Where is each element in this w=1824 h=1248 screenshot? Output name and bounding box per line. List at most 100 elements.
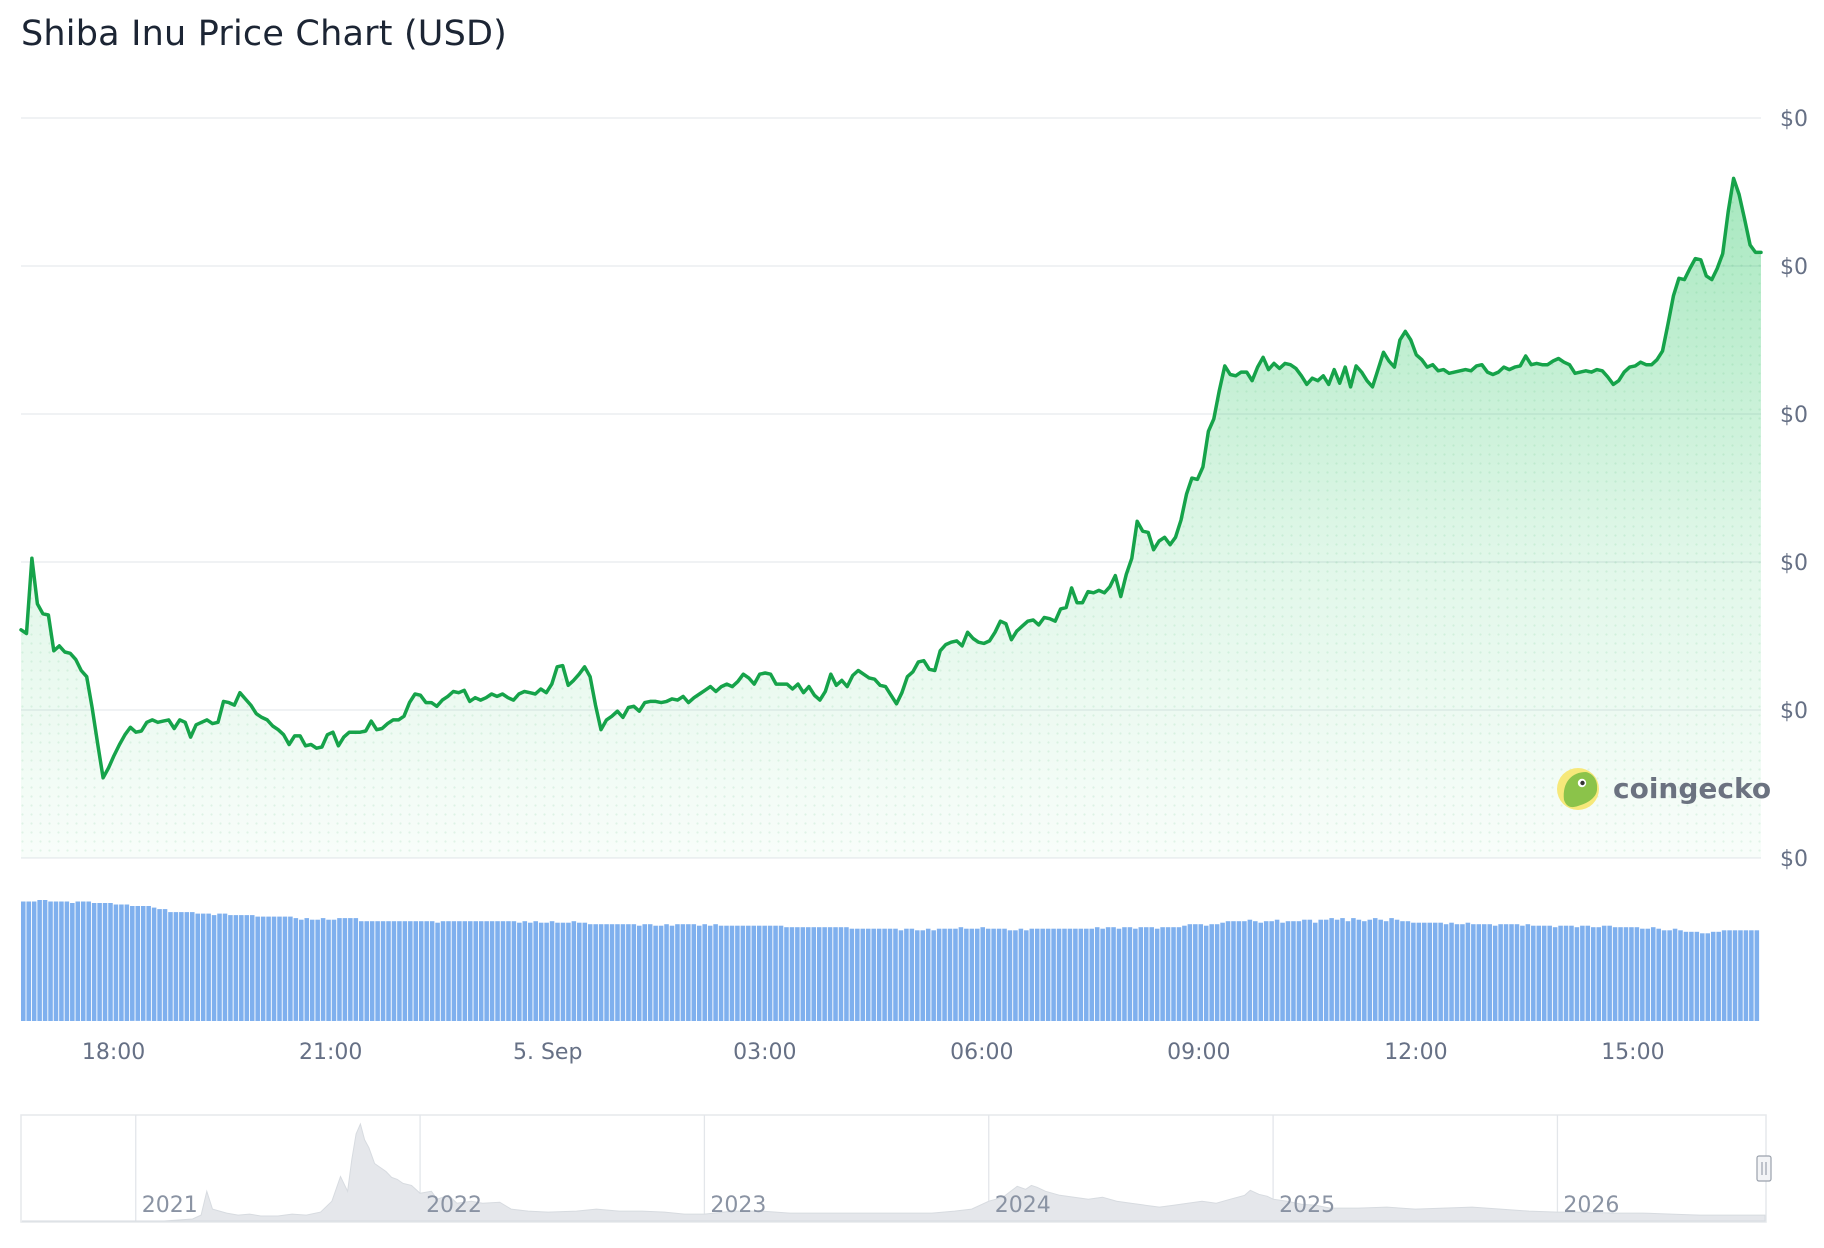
volume-bar — [386, 921, 391, 1021]
chart-title: Shiba Inu Price Chart (USD) — [21, 14, 508, 54]
volume-bar — [626, 924, 631, 1021]
volume-bar — [582, 922, 588, 1021]
volume-bar — [1498, 924, 1503, 1021]
volume-bar — [1465, 922, 1471, 1021]
price-line — [19, 176, 1763, 780]
volume-bar — [1078, 928, 1084, 1021]
volume-bar — [1351, 918, 1356, 1021]
volume-bar — [1143, 927, 1149, 1021]
volume-bar — [309, 919, 315, 1021]
volume-bar — [1100, 928, 1105, 1021]
volume-bar — [691, 924, 697, 1021]
volume-bar — [555, 922, 560, 1021]
volume-bar — [1203, 925, 1209, 1021]
volume-bar — [1443, 924, 1449, 1021]
volume-bar — [402, 921, 408, 1021]
volume-bar — [789, 927, 795, 1021]
volume-bar — [1127, 927, 1133, 1021]
volume-bar — [1345, 921, 1351, 1021]
volume-bar — [162, 909, 168, 1021]
volume-bar — [1661, 930, 1667, 1021]
volume-bar — [1073, 928, 1078, 1021]
volume-bar — [985, 928, 991, 1021]
volume-bar — [189, 912, 195, 1021]
volume-bar — [468, 921, 473, 1021]
volume-bar — [380, 921, 386, 1021]
volume-bar — [457, 921, 462, 1021]
volume-bar — [157, 909, 162, 1021]
volume-bar — [1258, 922, 1264, 1021]
x-tick-label: 03:00 — [733, 1040, 796, 1065]
volume-bar — [37, 900, 42, 1021]
navigator-handle[interactable] — [1756, 1155, 1772, 1182]
volume-bar — [936, 928, 942, 1021]
navigator-frame — [20, 1114, 1767, 1223]
volume-bar — [1372, 918, 1378, 1021]
volume-bar — [1596, 927, 1602, 1021]
volume-bar — [517, 922, 522, 1021]
volume-bar — [1291, 921, 1296, 1021]
volume-bar — [904, 928, 909, 1021]
navigator-year-label: 2022 — [426, 1193, 482, 1218]
volume-bar — [822, 927, 827, 1021]
volume-bar — [1274, 919, 1280, 1021]
volume-bar — [353, 918, 359, 1021]
volume-bar — [942, 928, 947, 1021]
volume-bar — [299, 919, 304, 1021]
volume-bar — [1509, 924, 1514, 1021]
volume-bar — [108, 903, 113, 1021]
area-dot-pattern — [21, 178, 1761, 858]
volume-bar — [1476, 924, 1482, 1021]
volume-bar — [31, 901, 37, 1021]
navigator[interactable]: 2021 2022 2023 2024 2025 2026 — [20, 1114, 1772, 1223]
volume-bar — [735, 925, 740, 1021]
volume-bar — [1209, 924, 1214, 1021]
volume-bar — [871, 928, 876, 1021]
volume-bar — [915, 930, 920, 1021]
volume-bar — [1378, 919, 1383, 1021]
volume-bar — [1743, 930, 1749, 1021]
volume-bar — [1138, 927, 1144, 1021]
volume-bar — [544, 922, 549, 1021]
volume-bar — [577, 922, 582, 1021]
x-tick-label: 12:00 — [1384, 1040, 1447, 1065]
volume-bar — [631, 924, 637, 1021]
volume-bar — [1149, 927, 1154, 1021]
volume-bar — [587, 924, 593, 1021]
volume-bar — [1656, 928, 1661, 1021]
volume-bar — [637, 925, 642, 1021]
volume-bar — [1231, 921, 1236, 1021]
volume-bar — [424, 921, 429, 1021]
volume-bar — [1280, 922, 1285, 1021]
volume-bar — [724, 925, 729, 1021]
volume-bar — [1111, 927, 1116, 1021]
volume-bar — [1727, 930, 1732, 1021]
volume-bar — [1122, 927, 1127, 1021]
volume-bar — [784, 927, 789, 1021]
volume-bar — [293, 918, 299, 1021]
volume-bar — [953, 928, 958, 1021]
volume-bar — [686, 924, 691, 1021]
volume-bar — [925, 928, 931, 1021]
volume-bar — [484, 921, 489, 1021]
volume-bar — [315, 919, 320, 1021]
volume-bar — [135, 906, 141, 1021]
volume-bar — [653, 925, 658, 1021]
volume-bar — [489, 921, 495, 1021]
volume-bar — [882, 928, 887, 1021]
volume-bar — [511, 921, 517, 1021]
volume-bar — [102, 903, 108, 1021]
volume-bar — [713, 924, 718, 1021]
volume-bar — [658, 925, 664, 1021]
volume-bar — [1454, 924, 1460, 1021]
volume-bar — [1705, 933, 1711, 1021]
volume-bar — [1340, 918, 1345, 1021]
gecko-head-shape — [1563, 772, 1598, 808]
volume-bar — [1607, 925, 1612, 1021]
volume-bar — [113, 904, 119, 1021]
volume-bar — [1094, 927, 1100, 1021]
volume-bar — [1634, 927, 1640, 1021]
volume-bar — [1640, 928, 1645, 1021]
navigator-area — [22, 1122, 1766, 1222]
volume-bar — [282, 916, 288, 1021]
